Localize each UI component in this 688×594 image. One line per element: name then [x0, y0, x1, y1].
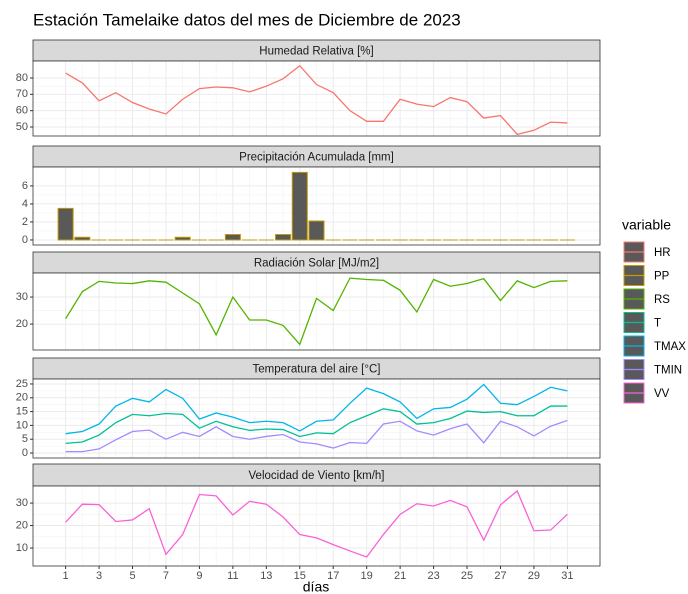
y-tick-label: 0 [22, 447, 28, 459]
strip-label: Radiación Solar [MJ/m2] [254, 258, 379, 270]
legend-label: PP [654, 271, 670, 283]
x-tick-label: 3 [96, 570, 102, 582]
x-tick-label: 21 [394, 570, 406, 582]
line [65, 383, 568, 435]
x-axis-label: días [303, 579, 329, 594]
panel-border [32, 60, 601, 137]
legend-label: TMIN [654, 365, 682, 377]
x-tick-label: 17 [327, 570, 339, 582]
strip-label: Humedad Relativa [%] [259, 46, 373, 58]
panel-border [32, 485, 601, 567]
legend-label: VV [654, 388, 670, 400]
y-tick-label: 10 [16, 419, 28, 431]
line [65, 277, 568, 346]
y-tick-label: 30 [16, 497, 28, 509]
panel-border [32, 378, 601, 459]
y-tick-label: 10 [16, 542, 28, 554]
legend-label: HR [654, 247, 671, 259]
line [65, 419, 568, 453]
y-tick-label: 70 [16, 88, 28, 100]
x-tick-label: 7 [163, 570, 169, 582]
y-tick-label: 20 [16, 392, 28, 404]
legend-label: TMAX [654, 341, 686, 353]
y-tick-label: 0 [22, 234, 28, 246]
bar [275, 234, 292, 241]
x-tick-label: 25 [461, 570, 473, 582]
x-tick-label: 31 [561, 570, 573, 582]
legend-label: RS [654, 294, 670, 306]
y-tick-label: 20 [16, 519, 28, 531]
x-tick-label: 29 [528, 570, 540, 582]
x-tick-label: 19 [361, 570, 373, 582]
y-tick-label: 60 [16, 105, 28, 117]
panel-border [32, 166, 601, 246]
bar [224, 234, 241, 241]
strip-label: Velocidad de Viento [km/h] [249, 470, 385, 482]
x-tick-label: 27 [494, 570, 506, 582]
x-tick-label: 23 [427, 570, 439, 582]
panel-border [32, 272, 601, 351]
bar [291, 171, 308, 241]
y-tick-label: 5 [22, 433, 28, 445]
y-tick-label: 50 [16, 121, 28, 133]
y-tick-label: 30 [16, 291, 28, 303]
x-tick-label: 11 [227, 570, 238, 582]
chart-title: Estación Tamelaike datos del mes de Dici… [33, 10, 461, 29]
x-tick-label: 1 [63, 570, 69, 582]
strip-label: Temperatura del aire [°C] [253, 364, 381, 376]
legend-title: variable [622, 217, 671, 233]
line [65, 489, 568, 558]
x-tick-label: 15 [294, 570, 306, 582]
y-tick-label: 80 [16, 72, 28, 84]
x-tick-label: 9 [196, 570, 202, 582]
bar [57, 207, 74, 241]
line [65, 64, 568, 136]
strip-label: Precipitación Acumulada [mm] [239, 152, 394, 164]
legend-label: T [654, 318, 661, 330]
y-tick-label: 25 [16, 378, 28, 390]
y-tick-label: 6 [22, 180, 28, 192]
y-tick-label: 2 [22, 216, 28, 228]
bar [308, 220, 325, 241]
bar [74, 236, 91, 241]
y-tick-label: 20 [16, 318, 28, 330]
x-tick-label: 5 [129, 570, 135, 582]
bar [174, 236, 191, 241]
y-tick-label: 4 [22, 198, 28, 210]
line [65, 405, 568, 445]
x-tick-label: 13 [260, 570, 272, 582]
y-tick-label: 15 [16, 406, 28, 418]
